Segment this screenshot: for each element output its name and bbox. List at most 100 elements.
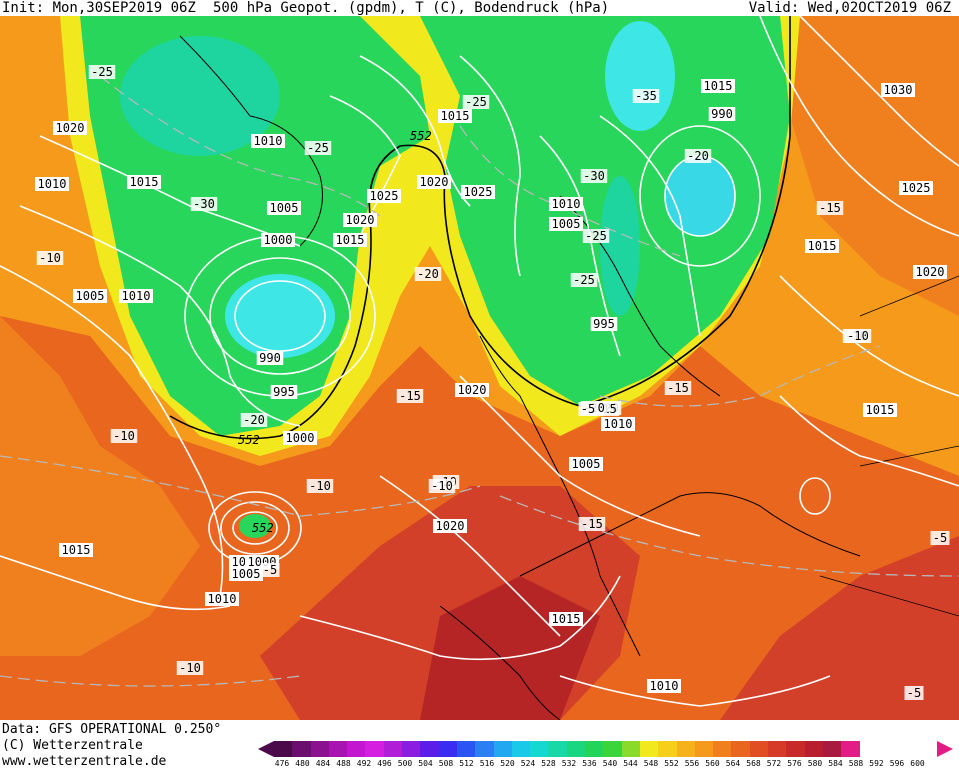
scale-cell [621,741,640,757]
scale-tick-label: 528 [541,759,556,768]
svg-text:-10: -10 [179,661,201,675]
svg-text:1005: 1005 [552,217,581,231]
svg-text:-20: -20 [243,413,265,427]
orange-field-northeast [790,16,959,316]
scale-tick-label: 512 [459,759,474,768]
isobar-label: 1005 [267,201,301,215]
scale-tick-label: 492 [356,759,372,768]
svg-text:-25: -25 [91,65,113,79]
svg-text:-30: -30 [193,197,215,211]
svg-text:-15: -15 [581,517,603,531]
isobar-label: 1020 [455,383,489,397]
svg-text:1020: 1020 [458,383,487,397]
scale-cell [639,741,659,757]
cyan-core-north [605,21,675,131]
temperature-label: -15 [816,201,844,215]
svg-text:1005: 1005 [572,457,601,471]
svg-text:1015: 1015 [336,233,365,247]
svg-text:-20: -20 [687,149,709,163]
coastline-greenland [179,35,323,247]
svg-text:-15: -15 [667,381,689,395]
teal-strip [600,176,640,316]
temperature-label: -10 [306,479,334,493]
scale-bar [274,741,860,757]
scale-tick-label: 596 [889,759,905,768]
scale-cell [658,741,677,757]
scale-tick-label: 540 [602,759,618,768]
isobar-label: 1015 [59,543,93,557]
scale-cell [456,741,476,757]
scale-cell [420,741,439,757]
contour-552-label: 552 [252,521,274,535]
svg-text:1005: 1005 [270,201,299,215]
isobar-label: 1010 [205,592,239,606]
isobar-label: 1010 [647,679,681,693]
scale-cell [438,741,457,757]
svg-text:995: 995 [273,385,295,399]
weather-map: 1020 1010 1015 1005 1010 1010 1005 1000 990 995 10… [0,16,959,720]
scale-cell [548,741,567,757]
isobar-label: 1025 [367,189,401,203]
temperature-label: -10 [110,429,138,443]
map-footer: Data: GFS OPERATIONAL 0.250° (C) Wetterz… [0,720,959,770]
map-header: Init: Mon,30SEP2019 06Z 500 hPa Geopot. … [0,0,959,16]
temperature-label: -25 [582,229,610,243]
scale-tick-label: 496 [377,759,392,768]
svg-text:1015: 1015 [130,175,159,189]
svg-text:1010: 1010 [254,134,283,148]
scale-tick-label: 592 [869,759,884,768]
temperature-label: -10 [176,661,204,675]
temperature-label: -20 [414,267,442,281]
scale-cell [694,741,714,757]
svg-text:1000: 1000 [286,431,315,445]
svg-text:1015: 1015 [441,109,470,123]
temperature-labels: -25 -25 -30 -10 -25 -20 -20 -10 -10 -15 -20 -10 -15 -… [36,65,950,700]
scale-tick-label: 480 [295,759,310,768]
svg-text:995: 995 [593,317,615,331]
contour-552-label: 552 [410,129,432,143]
temperature-label: -15 [396,389,424,403]
cutoff-low [239,514,271,538]
isobar-label: 1010 [601,417,635,431]
svg-text:1010: 1010 [604,417,633,431]
svg-text:1000: 1000 [264,233,293,247]
svg-text:-35: -35 [635,89,657,103]
svg-text:990: 990 [711,107,733,121]
svg-text:-25: -25 [573,273,595,287]
isobar-label: 1025 [899,181,933,195]
svg-text:1020: 1020 [346,213,375,227]
scale-cell [731,741,750,757]
scale-cell [328,741,348,757]
svg-text:990: 990 [259,351,281,365]
svg-text:-10: -10 [309,479,331,493]
temperature-label: -30 [190,197,218,211]
svg-text:1020: 1020 [420,175,449,189]
scale-tick-label: 588 [848,759,864,768]
svg-text:1020: 1020 [56,121,85,135]
scale-tick-label: 552 [664,759,679,768]
svg-text:1030: 1030 [884,83,913,97]
scale-tick-label: 488 [336,759,351,768]
scale-tick-label: 500 [397,759,413,768]
svg-text:1005: 1005 [232,567,261,581]
svg-text:1010: 1010 [552,197,581,211]
scale-cell [530,741,549,757]
init-time: Init: Mon,30SEP2019 06Z [2,0,196,16]
scale-tick-label: 568 [746,759,761,768]
scale-cell [274,741,293,757]
isobar-label: 1010 [119,289,153,303]
svg-text:1015: 1015 [704,79,733,93]
scale-tick-label: 600 [910,759,925,768]
svg-text:-25: -25 [465,95,487,109]
isobar-label: 1000 [283,431,317,445]
scale-cell [749,741,769,757]
scale-tick-label: 508 [438,759,454,768]
temperature-label: -10 [844,329,872,343]
data-source: Data: GFS OPERATIONAL 0.250° [2,722,222,737]
isobar-label: 1010 [35,177,69,191]
isobar-label: 1020 [417,175,451,189]
isotherm-lines [0,75,959,687]
temperature-label: -25 [462,95,490,109]
svg-text:1020: 1020 [436,519,465,533]
scale-cell [493,741,512,757]
